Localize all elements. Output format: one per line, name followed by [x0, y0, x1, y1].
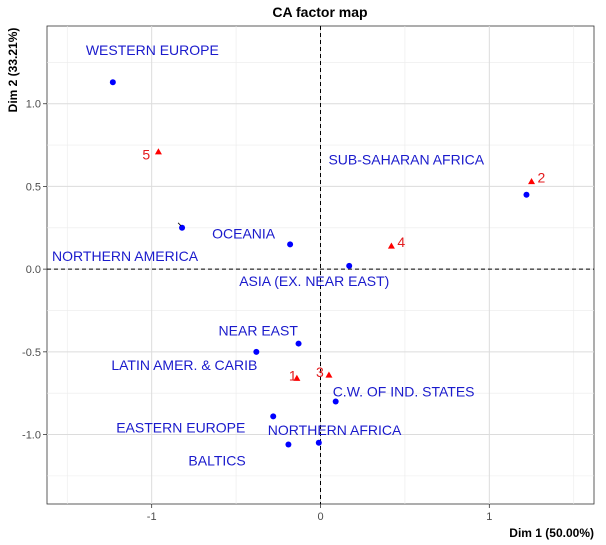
row-point	[523, 191, 530, 198]
column-point	[293, 374, 301, 381]
row-label-leader-line	[177, 222, 182, 227]
column-point-label: 2	[538, 169, 546, 185]
row-point	[346, 262, 353, 269]
column-point	[154, 148, 162, 155]
y-tick-label: 1.0	[26, 99, 41, 111]
row-point-label: LATIN AMER. & CARIB	[111, 357, 257, 373]
y-tick-label: -0.5	[22, 347, 41, 359]
tick-labels: -1 0 1 -1.0 -0.5 0.0 0.5 1.0	[22, 99, 492, 523]
column-point	[528, 177, 536, 185]
y-tick-label: -1.0	[22, 430, 41, 442]
row-point-label: WESTERN EUROPE	[86, 42, 219, 58]
row-point-label: BALTICS	[188, 452, 245, 468]
row-point	[315, 439, 322, 446]
column-point-label: 5	[142, 147, 150, 163]
reference-lines	[47, 26, 594, 504]
row-point-label: SUB-SAHARAN AFRICA	[328, 152, 484, 168]
row-point-label: EASTERN EUROPE	[116, 419, 245, 435]
column-point-label: 1	[289, 367, 297, 383]
x-tick-label: 0	[317, 511, 323, 523]
column-point	[387, 242, 395, 249]
row-point	[253, 348, 260, 355]
column-point	[325, 371, 333, 378]
row-point	[287, 241, 294, 248]
row-point-label: OCEANIA	[212, 225, 276, 241]
y-tick-label: 0.0	[26, 264, 41, 276]
row-point	[332, 398, 339, 405]
x-tick-label: -1	[147, 511, 157, 523]
row-point-label: NORTHERN AMERICA	[52, 248, 199, 264]
row-point	[295, 340, 302, 347]
row-point-label: NORTHERN AFRICA	[268, 422, 402, 438]
column-point-label: 3	[316, 364, 324, 380]
x-tick-label: 1	[486, 511, 492, 523]
x-axis-title: Dim 1 (50.00%)	[509, 526, 594, 540]
row-point	[109, 79, 116, 86]
point-labels: WESTERN EUROPE NORTHERN AMERICA OCEANIA SUB…	[52, 42, 545, 468]
column-point-label: 4	[397, 234, 405, 250]
row-point	[270, 413, 277, 420]
row-point-label: ASIA (EX. NEAR EAST)	[239, 273, 389, 289]
row-point	[285, 441, 292, 448]
data-points	[109, 79, 536, 448]
row-point	[179, 224, 186, 231]
y-tick-label: 0.5	[26, 181, 41, 193]
row-point-label: NEAR EAST	[219, 323, 299, 339]
y-axis-title: Dim 2 (33.21%)	[6, 28, 20, 113]
row-point-label: C.W. OF IND. STATES	[333, 383, 475, 399]
chart-title: CA factor map	[272, 4, 367, 20]
